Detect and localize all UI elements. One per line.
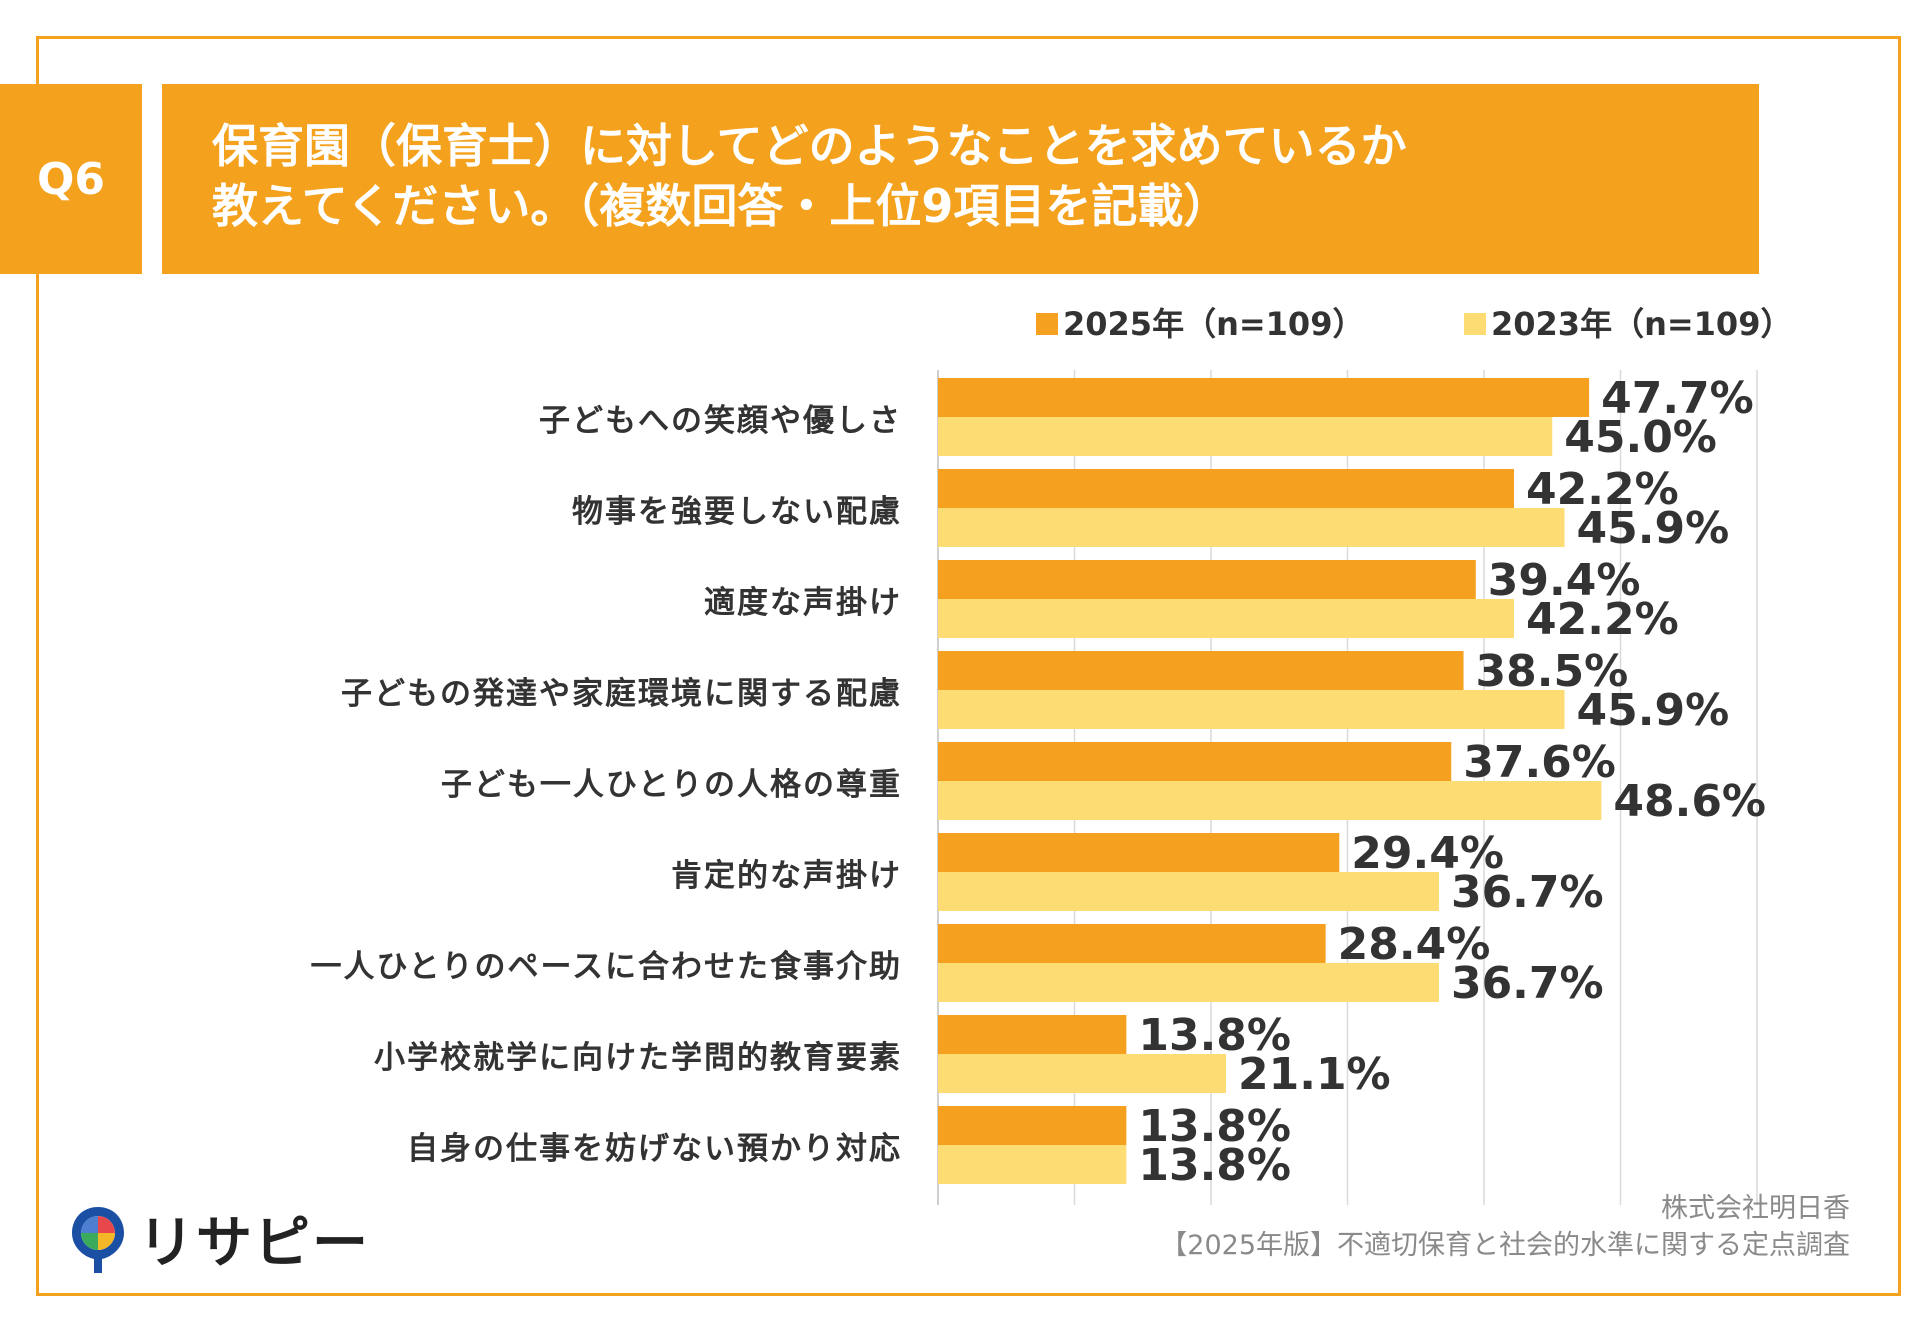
data-label: 39.4% bbox=[1488, 555, 1641, 606]
title-line-1: 保育園（保育士）に対してどのようなことを求めているか bbox=[212, 119, 1407, 173]
data-label: 37.6% bbox=[1463, 737, 1616, 788]
logo-pin-icon bbox=[72, 1206, 124, 1273]
data-label: 45.0% bbox=[1564, 412, 1717, 463]
data-label: 29.4% bbox=[1351, 828, 1504, 879]
source-credit: 株式会社明日香 【2025年版】不適切保育と社会的水準に関する定点調査 bbox=[1160, 1190, 1850, 1264]
data-label: 28.4% bbox=[1338, 919, 1491, 970]
data-label: 13.8% bbox=[1138, 1101, 1291, 1152]
bar-2023 bbox=[938, 963, 1439, 1002]
data-label: 42.2% bbox=[1526, 594, 1679, 645]
data-label: 45.9% bbox=[1577, 685, 1730, 736]
data-label: 48.6% bbox=[1613, 776, 1766, 827]
title-line-2: 教えてください。（複数回答・上位9項目を記載） bbox=[212, 179, 1230, 233]
bar-2023 bbox=[938, 1054, 1227, 1093]
source-line-2: 【2025年版】不適切保育と社会的水準に関する定点調査 bbox=[1160, 1230, 1850, 1261]
data-label: 21.1% bbox=[1238, 1049, 1391, 1100]
data-label: 36.7% bbox=[1451, 867, 1604, 918]
bar-2023 bbox=[938, 781, 1602, 820]
source-line-1: 株式会社明日香 bbox=[1661, 1193, 1850, 1224]
category-label: 肯定的な声掛け bbox=[671, 858, 902, 894]
bar-2025 bbox=[938, 651, 1464, 690]
data-label: 38.5% bbox=[1476, 646, 1629, 697]
legend-swatch bbox=[1464, 313, 1486, 335]
data-label: 13.8% bbox=[1138, 1140, 1291, 1191]
bar-2023 bbox=[938, 872, 1439, 911]
bar-2025 bbox=[938, 469, 1515, 508]
data-label: 36.7% bbox=[1451, 958, 1604, 1009]
legend-label: 2023年（n=109） bbox=[1491, 305, 1792, 343]
logo-text: リサピー bbox=[138, 1211, 370, 1276]
category-label: 子ども一人ひとりの人格の尊重 bbox=[441, 767, 902, 803]
category-label: 子どもへの笑顔や優しさ bbox=[539, 403, 902, 439]
logo: リサピー bbox=[68, 1198, 370, 1279]
data-label: 45.9% bbox=[1577, 503, 1730, 554]
category-label: 小学校就学に向けた学問的教育要素 bbox=[374, 1040, 902, 1076]
bar-2025 bbox=[938, 833, 1340, 872]
category-label: 自身の仕事を妨げない預かり対応 bbox=[407, 1131, 902, 1167]
bar-2025 bbox=[938, 924, 1326, 963]
category-label: 物事を強要しない配慮 bbox=[572, 494, 902, 530]
category-label: 一人ひとりのペースに合わせた食事介助 bbox=[310, 949, 902, 985]
bar-2025 bbox=[938, 1106, 1127, 1145]
bar-2023 bbox=[938, 1145, 1127, 1184]
legend-swatch bbox=[1036, 313, 1058, 335]
bar-2025 bbox=[938, 378, 1590, 417]
data-label: 47.7% bbox=[1601, 373, 1754, 424]
bar-2025 bbox=[938, 742, 1452, 781]
bar-2025 bbox=[938, 560, 1476, 599]
bar-2023 bbox=[938, 417, 1553, 456]
data-label: 42.2% bbox=[1526, 464, 1679, 515]
legend-label: 2025年（n=109） bbox=[1063, 305, 1364, 343]
data-label: 13.8% bbox=[1138, 1010, 1291, 1061]
bar-2025 bbox=[938, 1015, 1127, 1054]
question-badge: Q6 bbox=[0, 84, 142, 274]
bar-2023 bbox=[938, 599, 1515, 638]
bar-2023 bbox=[938, 508, 1565, 547]
bar-2023 bbox=[938, 690, 1565, 729]
outer-frame bbox=[36, 36, 1901, 1296]
category-label: 子どもの発達や家庭環境に関する配慮 bbox=[341, 676, 902, 712]
page-title: 保育園（保育士）に対してどのようなことを求めているか 教えてください。（複数回答… bbox=[162, 84, 1759, 274]
category-label: 適度な声掛け bbox=[704, 585, 902, 621]
